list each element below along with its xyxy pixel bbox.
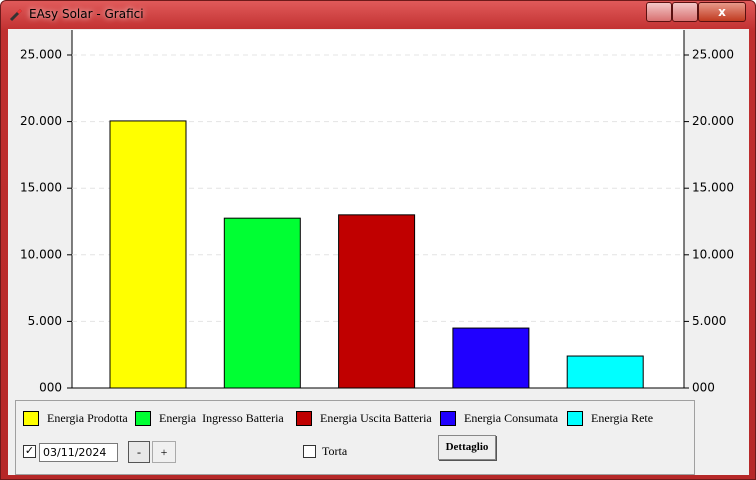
bar [566, 355, 644, 389]
y-tick-label: 15.000 [20, 181, 62, 195]
y-tick-label: 20.000 [20, 114, 62, 128]
date-field[interactable]: 03/11/2024 [39, 443, 118, 462]
y2-tick-label: 5.000 [692, 314, 726, 328]
close-button[interactable]: x [698, 2, 746, 22]
detail-button[interactable]: Dettaglio [438, 435, 496, 460]
legend-swatch [135, 411, 151, 426]
legend-swatch [23, 411, 39, 426]
y-tick-label: 000 [39, 381, 62, 395]
window-title: EAsy Solar - Grafici [29, 7, 144, 21]
y-tick-label: 10.000 [20, 247, 62, 261]
y-tick-label: 25.000 [20, 48, 62, 62]
legend-label: Energia Uscita Batteria [320, 411, 432, 425]
legend-swatch [296, 411, 312, 426]
pie-label: Torta [322, 444, 348, 458]
bar [109, 120, 187, 389]
minimize-button[interactable] [646, 2, 672, 22]
app-icon [9, 8, 23, 22]
pie-checkbox[interactable] [303, 445, 316, 458]
legend-label: Energia Ingresso Batteria [159, 411, 284, 425]
bar [452, 327, 530, 389]
plus-button[interactable]: + [152, 441, 176, 463]
legend-label: Energia Consumata [464, 411, 559, 425]
legend-swatch [567, 411, 583, 426]
maximize-button[interactable] [672, 2, 698, 22]
legend-swatch [440, 411, 456, 426]
y2-tick-label: 10.000 [692, 247, 734, 261]
y2-tick-label: 000 [692, 381, 715, 395]
date-checkbox[interactable]: ✓ [23, 445, 36, 458]
legend-label: Energia Rete [591, 411, 653, 425]
legend-label: Energia Prodotta [47, 411, 128, 425]
y-tick-label: 5.000 [28, 314, 62, 328]
legend-panel [15, 400, 695, 475]
minus-button[interactable]: - [128, 441, 150, 463]
y2-tick-label: 15.000 [692, 181, 734, 195]
y2-tick-label: 20.000 [692, 114, 734, 128]
bar [223, 217, 301, 389]
bar [338, 214, 416, 389]
y2-tick-label: 25.000 [692, 48, 734, 62]
